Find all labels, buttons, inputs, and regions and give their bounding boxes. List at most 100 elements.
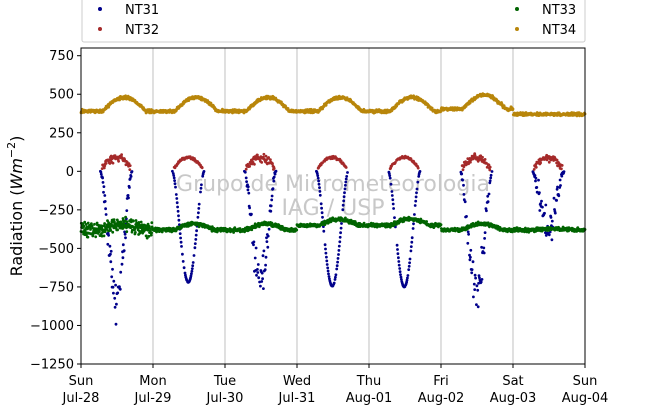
data-point	[256, 263, 260, 266]
data-point	[323, 243, 327, 247]
data-point	[325, 259, 329, 263]
data-point	[346, 171, 349, 174]
data-point	[127, 196, 130, 200]
data-point	[102, 185, 106, 189]
data-point	[486, 200, 490, 204]
data-point	[264, 263, 267, 267]
data-point	[479, 280, 483, 284]
data-point	[269, 204, 273, 208]
data-point	[195, 229, 199, 233]
data-point	[425, 220, 428, 223]
data-point	[339, 231, 342, 235]
watermark: Grupo de Micrometeorologia IAG / USP	[176, 172, 490, 221]
data-point	[416, 166, 420, 170]
data-point	[117, 159, 120, 163]
y-tick-label: −1000	[30, 319, 74, 334]
data-point	[264, 154, 268, 158]
data-point	[388, 174, 392, 178]
data-point	[182, 266, 186, 270]
data-point	[469, 248, 473, 252]
data-point	[118, 285, 121, 289]
data-point	[335, 267, 339, 271]
data-point	[114, 283, 117, 287]
data-point	[413, 204, 417, 207]
data-point	[468, 258, 472, 262]
legend-marker	[515, 27, 519, 31]
data-point	[541, 205, 544, 209]
data-point	[104, 213, 108, 216]
x-tick-label-day: Sat	[502, 374, 523, 389]
data-point	[472, 295, 475, 299]
data-point	[460, 172, 464, 176]
data-point	[394, 161, 397, 164]
data-point	[490, 170, 494, 173]
data-point	[90, 224, 94, 228]
data-point	[116, 228, 119, 232]
data-point	[400, 278, 403, 281]
data-point	[390, 194, 394, 197]
data-point	[339, 226, 343, 230]
data-point	[416, 180, 420, 184]
data-point	[197, 202, 201, 206]
data-point	[470, 271, 474, 275]
data-point	[129, 175, 133, 178]
data-point	[192, 254, 196, 257]
data-point	[318, 186, 321, 190]
data-point	[271, 162, 274, 166]
data-point	[256, 271, 260, 274]
data-point	[396, 248, 399, 251]
data-point	[103, 222, 106, 225]
data-point	[343, 191, 346, 195]
data-point	[560, 164, 564, 167]
data-point	[540, 199, 543, 203]
data-point	[320, 206, 323, 210]
data-point	[405, 278, 409, 282]
y-tick-label: −750	[38, 280, 74, 295]
data-point	[556, 185, 559, 189]
data-point	[111, 230, 115, 234]
data-point	[336, 260, 339, 264]
y-tick-label: −1250	[30, 358, 74, 373]
data-point	[190, 267, 194, 270]
data-point	[112, 279, 116, 283]
data-point	[81, 222, 85, 226]
data-point	[109, 260, 113, 264]
data-point	[325, 263, 329, 266]
legend-marker	[98, 7, 102, 11]
data-point	[120, 153, 123, 157]
x-tick-label-date: Jul-31	[278, 391, 316, 406]
data-point	[244, 176, 248, 180]
data-point	[409, 245, 413, 249]
data-point	[264, 255, 268, 259]
data-point	[99, 170, 103, 174]
data-point	[538, 191, 541, 195]
data-point	[486, 194, 490, 198]
data-point	[123, 230, 126, 234]
data-point	[258, 280, 261, 284]
data-point	[322, 229, 326, 233]
data-point	[272, 167, 276, 170]
data-point	[173, 182, 177, 186]
data-point	[247, 191, 251, 195]
data-point	[413, 213, 416, 216]
data-point	[111, 285, 115, 289]
data-point	[327, 272, 330, 276]
data-point	[148, 227, 152, 230]
data-point	[103, 230, 107, 234]
data-point	[326, 269, 330, 273]
data-point	[263, 268, 267, 272]
data-point	[150, 221, 154, 225]
data-point	[118, 287, 122, 291]
data-point	[295, 228, 299, 232]
data-point	[476, 305, 480, 309]
data-point	[265, 240, 269, 244]
data-point	[273, 172, 277, 176]
data-point	[395, 243, 399, 247]
data-point	[342, 199, 346, 203]
data-point	[181, 260, 185, 263]
data-point	[535, 186, 539, 189]
x-tick-label-day: Sun	[573, 374, 598, 389]
data-point	[482, 246, 486, 250]
data-point	[102, 166, 106, 170]
data-point	[139, 220, 143, 224]
